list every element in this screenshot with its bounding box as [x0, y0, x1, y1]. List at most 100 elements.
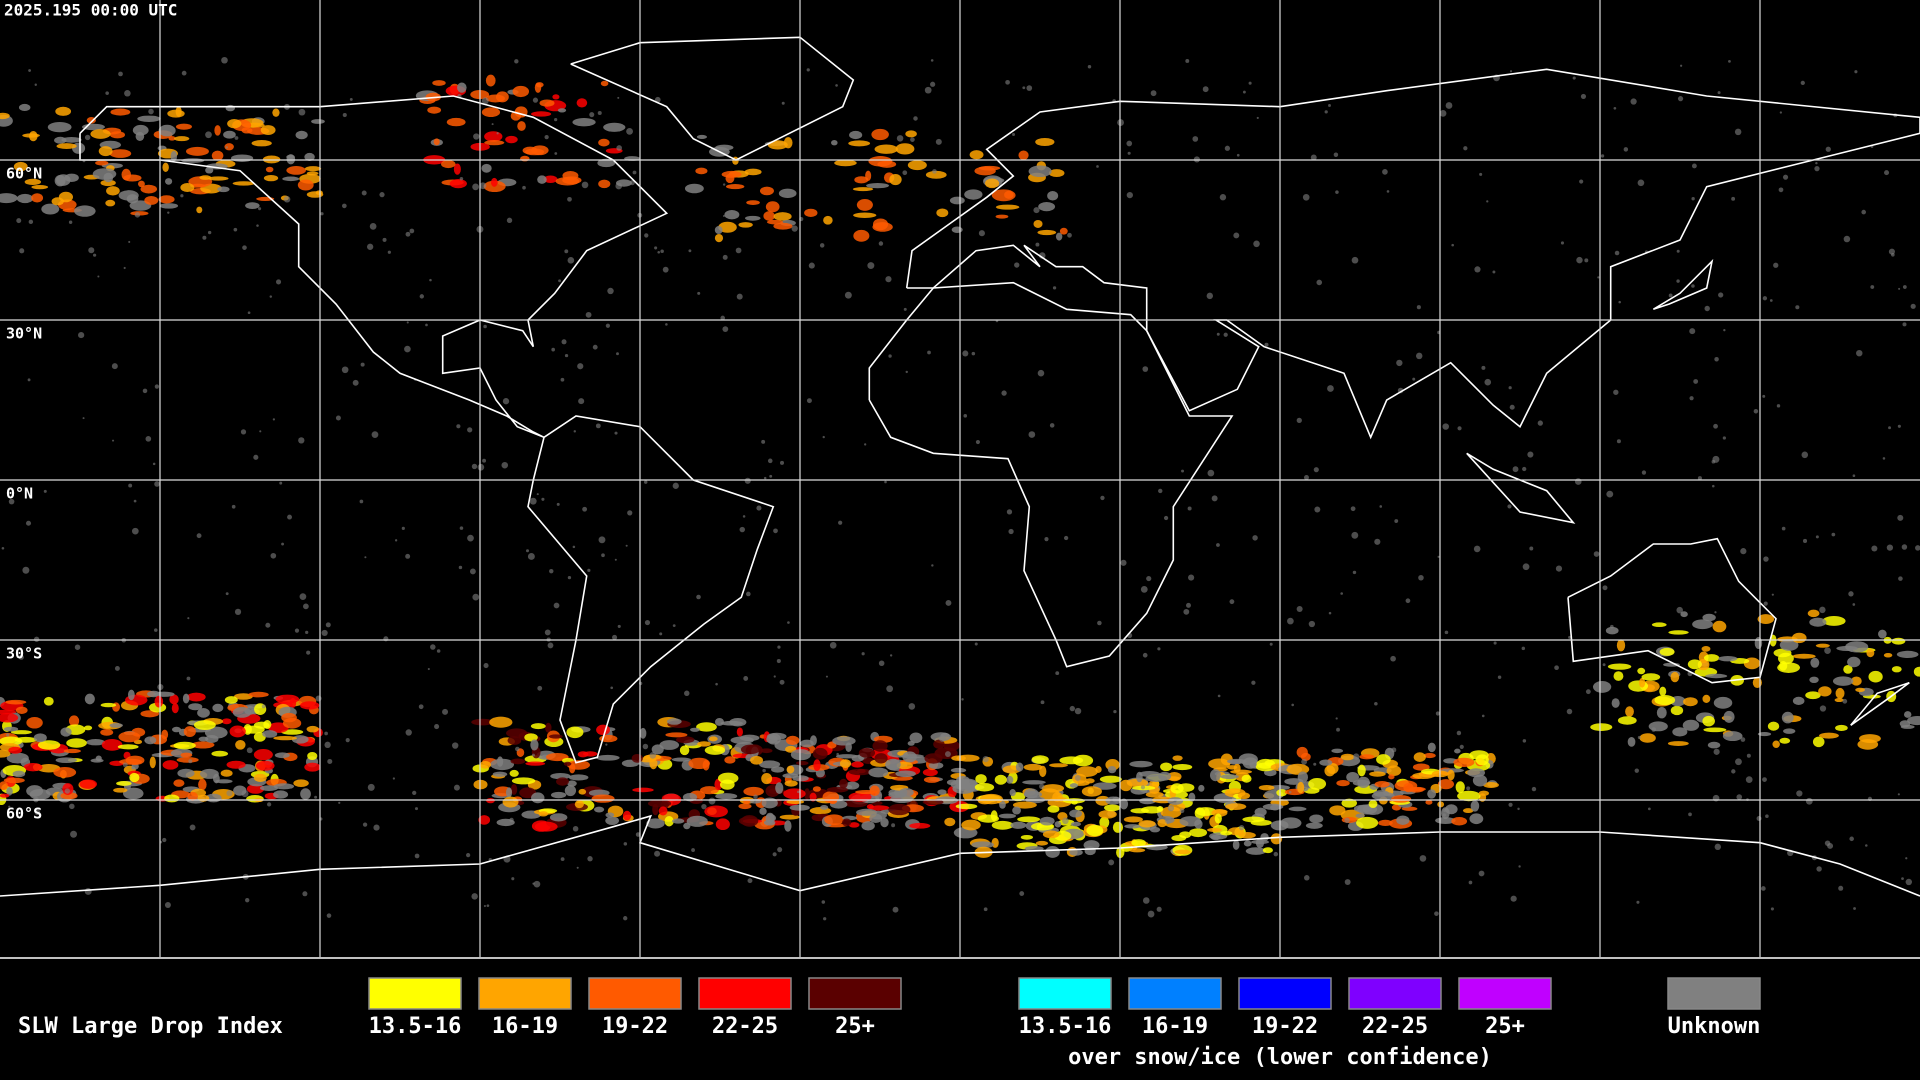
cloud-speck — [684, 690, 690, 696]
cloud-speck — [456, 424, 461, 429]
cloud-speck — [614, 558, 617, 561]
cloud-patch — [936, 208, 949, 218]
cloud-speck — [746, 591, 751, 597]
cloud-speck — [1120, 559, 1127, 566]
cloud-patch — [171, 703, 179, 714]
cloud-patch — [186, 692, 206, 702]
legend-label: 13.5-16 — [369, 1014, 462, 1039]
cloud-speck — [577, 363, 584, 370]
cloud-speck — [1735, 758, 1742, 766]
cloud-speck — [1419, 855, 1427, 862]
cloud-patch — [1822, 616, 1846, 626]
cloud-speck — [1044, 537, 1049, 542]
cloud-speck — [283, 196, 291, 203]
cloud-speck — [780, 460, 785, 465]
cloud-speck — [605, 323, 611, 328]
cloud-patch — [765, 812, 775, 824]
cloud-patch — [1703, 727, 1727, 733]
cloud-speck — [1745, 776, 1753, 784]
cloud-patch — [118, 731, 141, 743]
cloud-patch — [262, 730, 278, 738]
cloud-speck — [1444, 630, 1449, 635]
cloud-patch — [746, 200, 760, 205]
cloud-patch — [286, 154, 295, 160]
cloud-speck — [1108, 859, 1115, 866]
cloud-speck — [1568, 635, 1572, 639]
cloud-speck — [905, 370, 908, 374]
cloud-patch — [304, 762, 321, 772]
cloud-speck — [558, 279, 561, 283]
cloud-speck — [607, 287, 614, 295]
cloud-patch — [708, 736, 718, 742]
cloud-patch — [1258, 784, 1275, 791]
cloud-patch — [715, 818, 730, 831]
cloud-patch — [272, 108, 280, 117]
cloud-patch — [1329, 805, 1346, 816]
cloud-patch — [849, 130, 863, 140]
cloud-patch — [185, 146, 209, 156]
cloud-speck — [753, 794, 758, 799]
cloud-patch — [861, 821, 875, 831]
cloud-patch — [525, 761, 546, 766]
cloud-patch — [1457, 790, 1481, 802]
cloud-speck — [515, 746, 520, 752]
cloud-speck — [70, 830, 78, 838]
cloud-patch — [1713, 696, 1733, 709]
cloud-speck — [269, 295, 273, 298]
cloud-patch — [767, 140, 788, 150]
cloud-patch — [165, 178, 173, 185]
cloud-speck — [1898, 287, 1901, 290]
cloud-speck — [595, 423, 601, 429]
cloud-speck — [615, 182, 623, 190]
cloud-patch — [771, 766, 785, 773]
cloud-speck — [1623, 147, 1629, 152]
cloud-speck — [1691, 163, 1697, 169]
cloud-speck — [891, 823, 896, 828]
cloud-speck — [405, 553, 411, 559]
cloud-speck — [769, 474, 773, 478]
cloud-patch — [907, 741, 915, 746]
cloud-patch — [974, 783, 995, 792]
cloud-patch — [1069, 783, 1079, 788]
cloud-speck — [1291, 703, 1295, 707]
cloud-speck — [660, 249, 664, 254]
cloud-speck — [367, 783, 375, 791]
cloud-speck — [442, 708, 449, 715]
cloud-patch — [1341, 798, 1357, 808]
cloud-patch — [212, 703, 224, 713]
cloud-patch — [196, 206, 203, 214]
cloud-speck — [152, 462, 156, 466]
cloud-speck — [1443, 809, 1447, 813]
cloud-patch — [537, 175, 547, 184]
cloud-patch — [773, 222, 793, 230]
cloud-speck — [626, 127, 633, 135]
cloud-patch — [1427, 789, 1437, 799]
cloud-patch — [1455, 781, 1465, 794]
cloud-speck — [806, 68, 810, 72]
cloud-speck — [483, 663, 489, 669]
cloud-speck — [1140, 585, 1148, 593]
cloud-speck — [261, 704, 266, 709]
cloud-patch — [872, 218, 889, 231]
cloud-patch — [1119, 798, 1129, 810]
cloud-speck — [1239, 825, 1245, 831]
cloud-speck — [1333, 152, 1339, 157]
graticule: 60°N 30°N 0°N 30°S 60°S — [0, 0, 1920, 957]
cloud-speck — [931, 564, 934, 567]
cloud-patch — [812, 747, 828, 760]
cloud-patch — [1041, 784, 1065, 793]
cloud-patch — [1441, 807, 1450, 820]
cloud-patch — [583, 751, 598, 757]
cloud-patch — [979, 793, 1003, 805]
legend-swatch — [1128, 977, 1222, 1010]
cloud-patch — [221, 718, 232, 725]
cloud-patch — [144, 195, 159, 205]
cloud-speck — [294, 628, 300, 633]
cloud-speck — [394, 539, 398, 542]
cloud-patch — [0, 713, 19, 723]
cloud-speck — [1442, 423, 1449, 430]
cloud-patch — [129, 772, 140, 783]
cloud-speck — [246, 747, 253, 754]
cloud-speck — [133, 499, 137, 503]
cloud-patch — [1668, 630, 1689, 635]
